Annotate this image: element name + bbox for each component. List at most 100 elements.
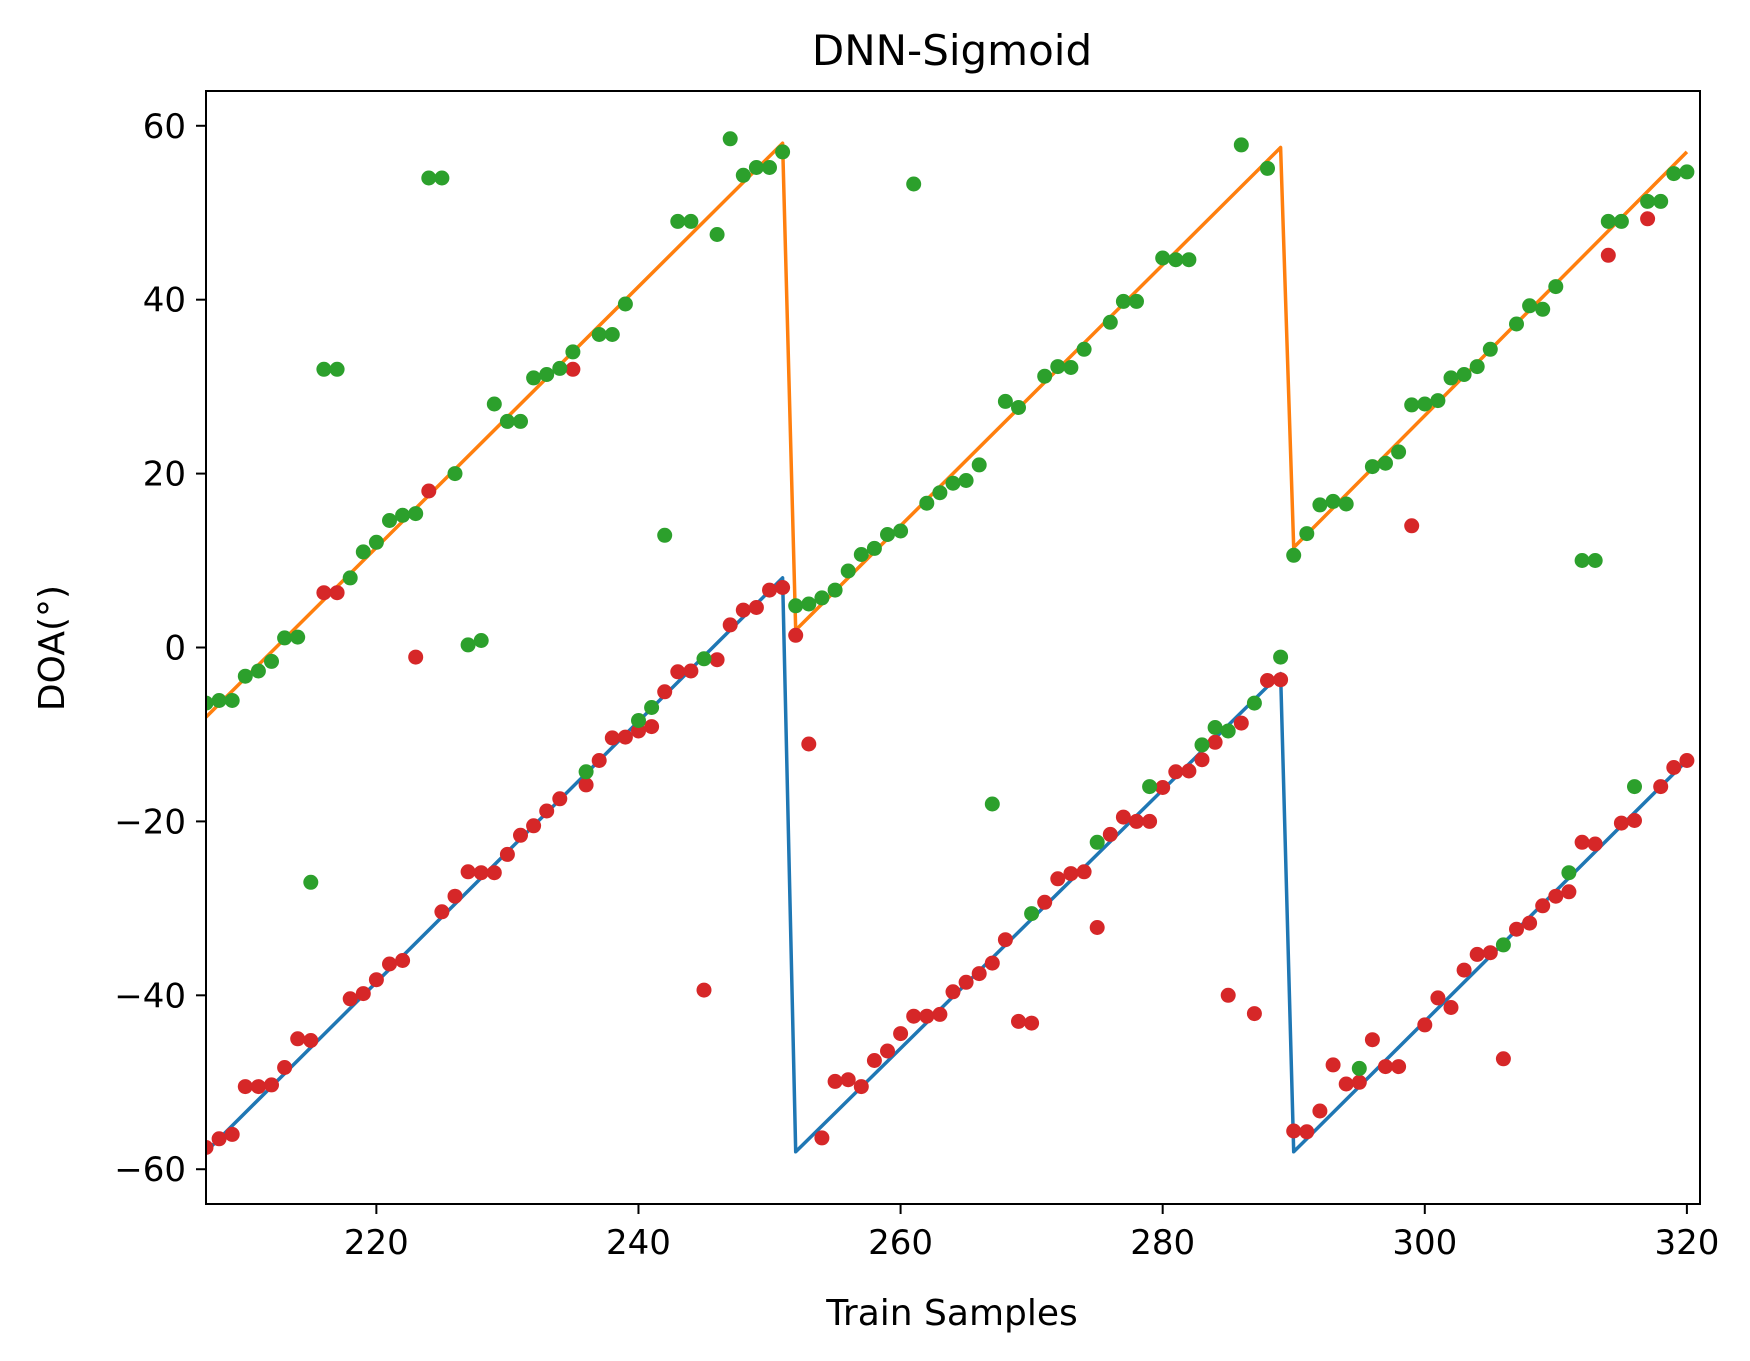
scatter-point [604,730,620,746]
scatter-point [1155,250,1171,266]
scatter-point [997,932,1013,948]
scatter-point [1220,987,1236,1003]
scatter-point [264,653,279,669]
scatter-point [657,527,673,543]
scatter-point [526,370,542,386]
scatter-point [840,563,856,579]
scatter-point [1404,397,1420,413]
scatter-point [1627,779,1642,795]
scatter-point [617,729,633,745]
x-tick-label: 260 [868,1223,933,1263]
plot-area [206,131,1695,1155]
scatter-point [1011,1013,1026,1029]
scatter-point [814,1130,830,1146]
scatter-point [486,396,502,412]
scatter-point [1194,737,1210,753]
scatter-point [1548,279,1564,295]
scatter-point [1679,164,1695,180]
scatter-point [1522,298,1538,314]
scatter-point [250,663,266,679]
scatter-point [290,1031,306,1047]
scatter-point [775,580,791,595]
scatter-point [499,846,515,862]
y-tick-label: 20 [143,455,186,495]
scatter-point [880,527,895,542]
scatter-point [1115,293,1131,309]
scatter-point [1037,894,1053,910]
scatter-point [1587,553,1603,568]
scatter-point [1207,734,1223,750]
scatter-point [1456,962,1472,978]
scatter-point [206,1140,214,1155]
scatter-point [355,544,371,560]
scatter-point [264,1077,279,1093]
scatter-point [1417,396,1433,412]
scatter-point [1391,444,1407,460]
scatter-point [421,483,437,499]
scatter-point [513,413,528,429]
scatter-point [709,227,725,242]
scatter-point [906,176,922,192]
scatter-point [1482,945,1498,961]
scatter-point [1364,459,1380,475]
scatter-point [1076,341,1092,357]
scatter-point [1220,723,1236,739]
x-tick-label: 280 [1130,1223,1195,1263]
scatter-point [670,213,686,229]
scatter-point [1338,496,1354,512]
scatter-point [853,1079,869,1095]
scatter-point [206,695,214,711]
scatter-point [1613,213,1629,229]
scatter-point [696,982,712,998]
scatter-point [1574,834,1590,850]
scatter-point [1574,553,1590,568]
scatter-point [1233,137,1249,153]
scatter-point [395,507,411,523]
scatter-point [1561,884,1577,900]
scatter-point [801,736,817,752]
scatter-point [224,693,240,708]
scatter-point [1312,1103,1328,1119]
scatter-point [1037,368,1053,384]
scatter-point [1011,400,1026,415]
scatter-point [1509,921,1524,937]
scatter-point [932,485,948,501]
scatter-point [1246,1006,1262,1022]
x-tick-label: 220 [344,1223,409,1263]
scatter-point [840,1072,856,1088]
scatter-point [303,874,319,890]
scatter-point [1102,826,1118,842]
scatter-point [552,360,568,376]
scatter-point [1351,1074,1367,1090]
scatter-point [290,629,306,645]
scatter-point [1050,871,1066,887]
scatter-point [644,700,660,715]
scatter-point [1653,779,1669,795]
scatter-point [1129,293,1144,309]
scatter-point [1325,493,1341,509]
scatter-point [1351,1060,1367,1076]
scatter-point [1469,946,1485,962]
scatter-point [604,327,620,342]
plot-content [206,131,1695,1155]
scatter-point [696,651,712,667]
scatter-point [1443,370,1459,386]
scatter-point [1129,813,1144,829]
scatter-point [499,413,515,429]
x-tick-label: 300 [1392,1223,1457,1263]
scatter-point [1286,547,1302,563]
y-tick-label: −20 [114,802,186,842]
scatter-point [1456,367,1472,382]
scatter-point [1522,915,1538,931]
scatter-point [277,1060,293,1075]
scatter-point [434,904,450,920]
scatter-point [1142,813,1158,829]
scatter-point [329,361,345,377]
y-tick-label: 60 [143,107,186,147]
scatter-point [788,598,804,614]
scatter-point [919,495,935,511]
scatter-point [1561,865,1577,881]
scatter-point [1430,393,1446,409]
y-axis: 60 40 20 0 −20 −40 −60 [114,107,206,1190]
